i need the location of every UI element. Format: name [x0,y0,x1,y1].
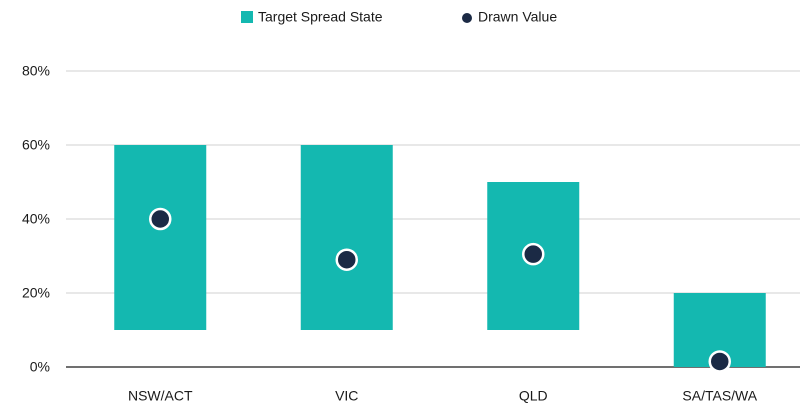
legend-swatch [241,11,253,23]
x-tick-label: SA/TAS/WA [682,388,757,404]
x-tick-label: QLD [519,388,548,404]
legend-label: Drawn Value [478,9,557,25]
legend-label: Target Spread State [258,9,383,25]
value-dot [149,207,172,231]
range-bar [300,145,393,330]
y-tick-label: 60% [22,137,50,153]
x-tick-label: NSW/ACT [128,388,193,404]
y-tick-label: 80% [22,63,50,79]
value-dot [335,248,358,271]
y-tick-label: 0% [30,359,50,375]
y-tick-label: 40% [22,211,50,227]
value-dot [708,350,731,373]
value-dot [522,242,545,266]
range-bar [114,145,207,330]
legend-swatch [462,13,472,23]
y-tick-label: 20% [22,285,50,301]
x-tick-label: VIC [335,388,358,404]
